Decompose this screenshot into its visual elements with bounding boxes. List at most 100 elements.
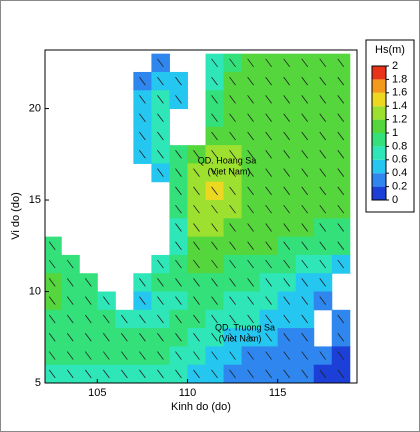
wave-arrow [211, 223, 218, 232]
wave-arrow [139, 150, 146, 159]
wave-arrow [48, 314, 56, 324]
wave-arrow [157, 113, 164, 122]
wave-arrow [102, 333, 110, 342]
wave-arrow [301, 259, 309, 269]
wave-arrow [157, 351, 164, 360]
wave-arrow [229, 186, 236, 196]
wave-arrow [283, 76, 290, 86]
wave-arrow [211, 296, 218, 305]
wave-arrow [283, 314, 290, 324]
wave-arrow [319, 95, 327, 104]
colorbar-title: Hs(m) [375, 44, 405, 56]
wave-arrow [229, 241, 236, 251]
wave-arrow [319, 241, 327, 251]
annotation: (Viet Nam) [208, 166, 251, 176]
wave-arrow [175, 76, 182, 86]
wave-arrow [211, 333, 218, 342]
wave-arrow [301, 351, 309, 360]
wave-arrow [48, 241, 56, 251]
wave-arrow [265, 351, 272, 360]
wave-arrow [247, 314, 254, 324]
wave-arrow [319, 58, 327, 68]
wave-arrow [175, 204, 182, 214]
wave-arrow [301, 186, 309, 196]
colorbar-tick-label: 1.4 [392, 100, 407, 112]
wave-arrow [211, 314, 218, 324]
wave-arrow [139, 278, 146, 287]
y-tick-label: 15 [29, 194, 41, 206]
wave-arrow [102, 369, 110, 379]
wave-arrow [247, 369, 254, 379]
wave-arrow [84, 314, 92, 324]
wave-arrow [229, 58, 236, 68]
wave-arrow [319, 259, 327, 269]
wave-arrow [157, 259, 164, 269]
wave-arrow [319, 278, 327, 287]
wave-arrow [283, 278, 290, 287]
wave-arrow [229, 223, 236, 232]
wave-arrow [247, 150, 254, 159]
cell [45, 364, 62, 383]
wave-arrow [139, 113, 146, 122]
wave-arrow [283, 241, 290, 251]
wave-arrow [337, 259, 345, 269]
wave-arrow [319, 150, 327, 159]
wave-arrow [229, 168, 236, 177]
colorbar-tick-label: 1.8 [392, 73, 407, 85]
wave-arrow [265, 204, 272, 214]
wave-arrow [66, 333, 74, 342]
wave-arrow [211, 113, 218, 122]
wave-arrow [283, 131, 290, 141]
wave-arrow [229, 278, 236, 287]
wave-arrow [66, 369, 74, 379]
wave-arrow [84, 333, 92, 342]
wave-arrow [175, 333, 182, 342]
wave-arrow [175, 223, 182, 232]
wave-arrow [66, 259, 74, 269]
wave-arrow [211, 259, 218, 269]
wave-arrow [265, 186, 272, 196]
wave-arrow [48, 351, 56, 360]
colorbar-swatch [372, 159, 386, 174]
x-tick-label: 105 [88, 387, 106, 399]
wave-arrow [139, 369, 146, 379]
wave-arrow [301, 113, 309, 122]
wave-arrow [301, 223, 309, 232]
wave-arrow [265, 150, 272, 159]
wave-arrow [265, 314, 272, 324]
x-axis-label: Kinh do (do) [171, 401, 231, 413]
wave-arrow [193, 204, 200, 214]
wave-arrow [301, 131, 309, 141]
colorbar-swatch [372, 92, 386, 107]
wave-arrow [175, 278, 182, 287]
wave-arrow [193, 314, 200, 324]
wave-arrow [283, 186, 290, 196]
y-tick-label: 10 [29, 285, 41, 297]
wave-arrow [157, 95, 164, 104]
y-tick-label: 5 [35, 377, 41, 389]
y-tick-label: 20 [29, 102, 41, 114]
wave-arrow [139, 314, 146, 324]
wave-arrow [301, 314, 309, 324]
wave-arrow [175, 150, 182, 159]
wave-arrow [337, 351, 345, 360]
wave-arrow [301, 333, 309, 342]
colorbar-swatch [372, 186, 386, 200]
wave-arrow [66, 278, 74, 287]
wave-arrow [247, 204, 254, 214]
wave-arrow [283, 296, 290, 305]
wave-arrow [211, 95, 218, 104]
wave-arrow [139, 95, 146, 104]
wave-arrow [337, 223, 345, 232]
wave-arrow [265, 369, 272, 379]
wave-arrow [229, 314, 236, 324]
wave-arrow [48, 369, 56, 379]
colorbar-tick-label: 0.8 [392, 140, 407, 152]
wave-arrow [175, 314, 182, 324]
wave-arrow [337, 204, 345, 214]
wave-arrow [121, 314, 128, 324]
wave-arrow [157, 131, 164, 141]
wave-arrow [247, 278, 254, 287]
wave-arrow [319, 296, 327, 305]
annotation: QD. Hoang Sa [198, 155, 257, 165]
